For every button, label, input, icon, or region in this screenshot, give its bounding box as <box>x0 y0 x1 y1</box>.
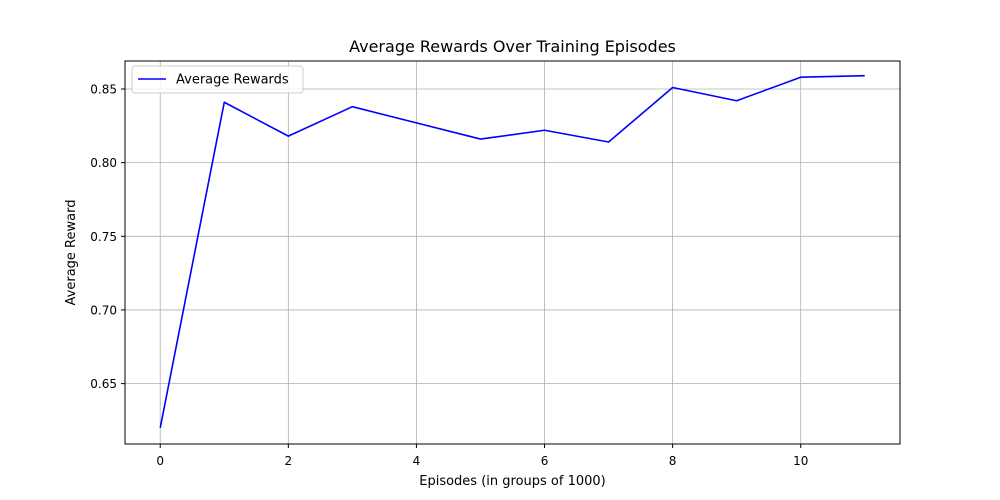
y-tick-label: 0.70 <box>90 303 117 317</box>
x-tick-label: 6 <box>541 454 549 468</box>
y-tick-label: 0.75 <box>90 230 117 244</box>
legend-label: Average Rewards <box>176 73 289 88</box>
x-axis-label: Episodes (in groups of 1000) <box>419 474 606 489</box>
plot-area-frame <box>124 60 901 445</box>
y-axis-label: Average Reward <box>64 200 79 306</box>
y-tick-label: 0.85 <box>90 82 117 96</box>
axis-ticks: 0 2 4 6 8 10 0.65 0.70 0.75 0.80 0.85 <box>90 82 808 468</box>
y-tick-label: 0.80 <box>90 156 117 170</box>
series-line-average-rewards <box>159 74 865 428</box>
chart-title: Average Rewards Over Training Episodes <box>349 37 676 56</box>
legend: Average Rewards <box>131 65 304 94</box>
series-layer <box>159 74 865 428</box>
x-tick-label: 0 <box>156 454 164 468</box>
x-tick-label: 10 <box>793 454 808 468</box>
x-tick-label: 8 <box>669 454 677 468</box>
legend-box <box>131 65 304 94</box>
y-tick-label: 0.65 <box>90 377 117 391</box>
x-tick-label: 4 <box>413 454 421 468</box>
x-tick-label: 2 <box>285 454 293 468</box>
